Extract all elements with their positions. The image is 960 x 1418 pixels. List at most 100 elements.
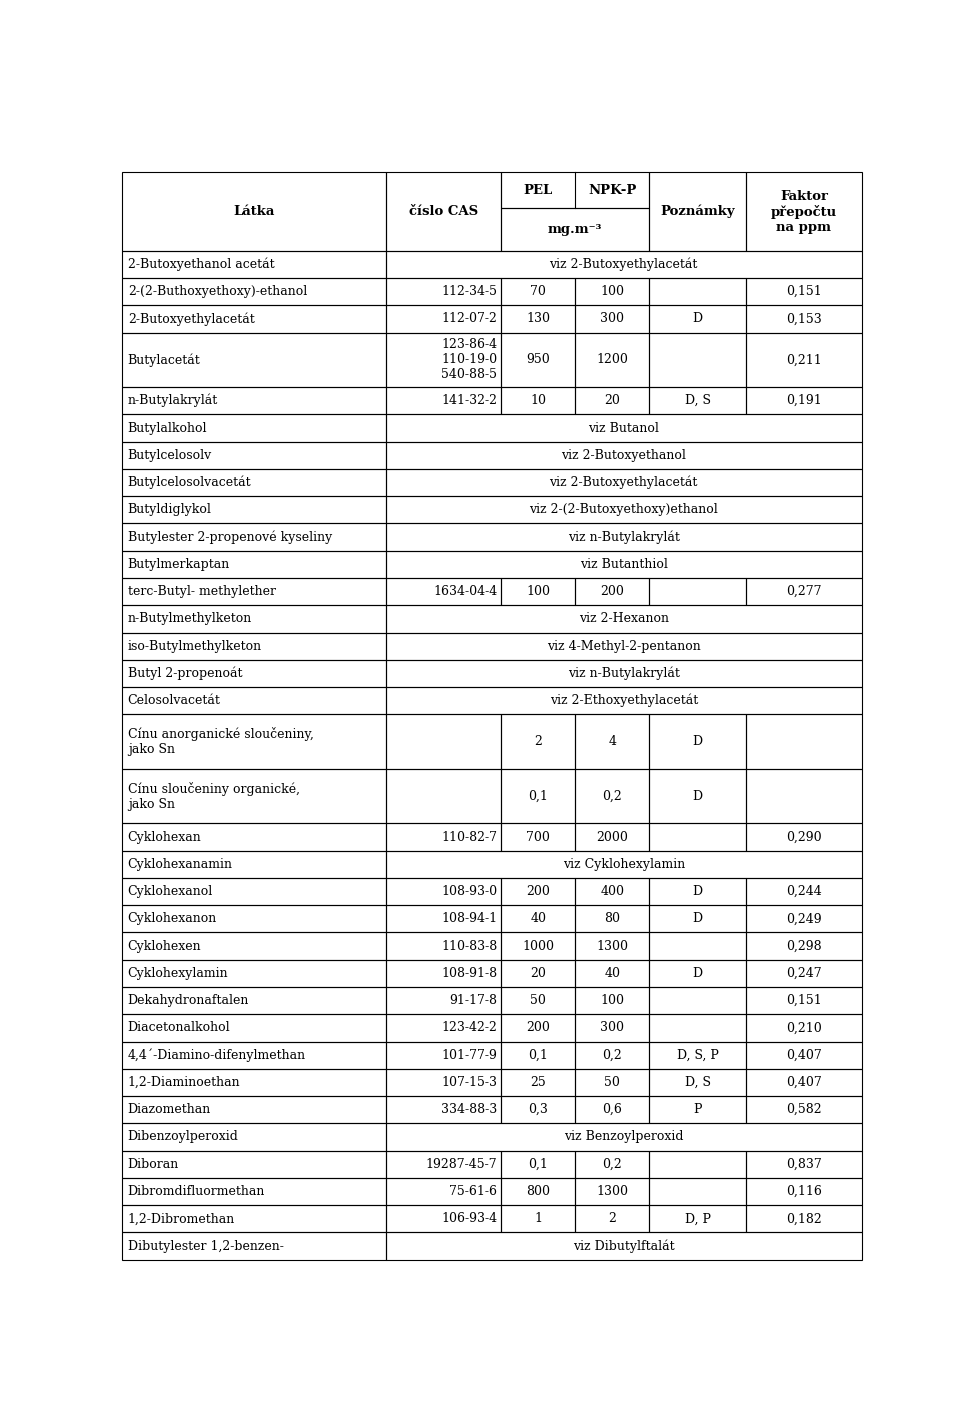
Bar: [746, 933, 862, 960]
Bar: [649, 1178, 746, 1205]
Text: terc-Butyl- methylether: terc-Butyl- methylether: [128, 586, 276, 598]
Text: 2000: 2000: [596, 831, 628, 844]
Text: 0,210: 0,210: [786, 1021, 822, 1034]
Bar: [501, 1069, 575, 1096]
Text: D, S: D, S: [684, 394, 710, 407]
Text: viz 2-Ethoxyethylacetát: viz 2-Ethoxyethylacetát: [549, 693, 698, 708]
Text: 300: 300: [600, 312, 624, 325]
Text: 91-17-8: 91-17-8: [449, 994, 497, 1007]
Bar: [122, 688, 386, 715]
Bar: [386, 278, 501, 305]
Bar: [575, 769, 649, 824]
Bar: [386, 769, 501, 824]
Text: 20: 20: [604, 394, 620, 407]
Text: 0,290: 0,290: [786, 831, 822, 844]
Bar: [386, 1205, 501, 1232]
Bar: [386, 550, 862, 579]
Bar: [649, 715, 746, 769]
Text: 0,407: 0,407: [786, 1076, 822, 1089]
Text: 70: 70: [530, 285, 546, 298]
Text: n-Butylakrylát: n-Butylakrylát: [128, 394, 218, 407]
Bar: [122, 550, 386, 579]
Bar: [501, 333, 575, 387]
Bar: [122, 469, 386, 496]
Text: 40: 40: [604, 967, 620, 980]
Bar: [649, 1096, 746, 1123]
Bar: [386, 960, 501, 987]
Text: 0,2: 0,2: [602, 1049, 622, 1062]
Bar: [649, 333, 746, 387]
Text: 950: 950: [526, 353, 550, 366]
Text: iso-Butylmethylketon: iso-Butylmethylketon: [128, 640, 262, 652]
Text: viz Benzoylperoxid: viz Benzoylperoxid: [564, 1130, 684, 1143]
Text: 25: 25: [530, 1076, 546, 1089]
Text: 1634-04-4: 1634-04-4: [433, 586, 497, 598]
Text: 0,3: 0,3: [528, 1103, 548, 1116]
Bar: [746, 1042, 862, 1069]
Text: Dibutylester 1,2-benzen-: Dibutylester 1,2-benzen-: [128, 1239, 283, 1252]
Bar: [386, 632, 862, 659]
Bar: [649, 1205, 746, 1232]
Bar: [122, 715, 386, 769]
Bar: [386, 414, 862, 441]
Bar: [501, 905, 575, 933]
Text: D, S, P: D, S, P: [677, 1049, 719, 1062]
Bar: [386, 173, 501, 251]
Bar: [501, 824, 575, 851]
Bar: [746, 1096, 862, 1123]
Text: 300: 300: [600, 1021, 624, 1034]
Bar: [386, 933, 501, 960]
Text: 0,151: 0,151: [786, 285, 822, 298]
Bar: [746, 987, 862, 1014]
Text: Butyl 2-propenоát: Butyl 2-propenоát: [128, 666, 242, 681]
Text: Cyklohexen: Cyklohexen: [128, 940, 202, 953]
Text: 2: 2: [609, 1212, 616, 1225]
Bar: [386, 878, 501, 905]
Text: Butylmerkaptan: Butylmerkaptan: [128, 557, 230, 571]
Text: 200: 200: [526, 1021, 550, 1034]
Text: viz n-Butylakrylát: viz n-Butylakrylát: [567, 666, 680, 681]
Bar: [122, 173, 386, 251]
Text: 10: 10: [530, 394, 546, 407]
Text: 0,2: 0,2: [602, 790, 622, 803]
Text: Cyklohexanol: Cyklohexanol: [128, 885, 213, 898]
Bar: [501, 1096, 575, 1123]
Bar: [122, 1205, 386, 1232]
Bar: [501, 1150, 575, 1178]
Text: 40: 40: [530, 912, 546, 926]
Bar: [575, 305, 649, 333]
Bar: [501, 1014, 575, 1042]
Bar: [575, 1150, 649, 1178]
Text: 0,2: 0,2: [602, 1157, 622, 1171]
Bar: [386, 605, 862, 632]
Text: 0,153: 0,153: [786, 312, 822, 325]
Bar: [122, 496, 386, 523]
Bar: [649, 933, 746, 960]
Bar: [746, 715, 862, 769]
Text: 0,191: 0,191: [786, 394, 822, 407]
Text: viz n-Butylakrylát: viz n-Butylakrylát: [567, 530, 680, 545]
Bar: [575, 1069, 649, 1096]
Bar: [746, 333, 862, 387]
Text: viz Butanthiol: viz Butanthiol: [580, 557, 667, 571]
Bar: [501, 769, 575, 824]
Bar: [386, 496, 862, 523]
Bar: [386, 987, 501, 1014]
Bar: [122, 278, 386, 305]
Text: 123-86-4
110-19-0
540-88-5: 123-86-4 110-19-0 540-88-5: [442, 339, 497, 381]
Bar: [746, 1014, 862, 1042]
Bar: [122, 1123, 386, 1150]
Bar: [575, 1178, 649, 1205]
Bar: [122, 1014, 386, 1042]
Bar: [386, 333, 501, 387]
Bar: [575, 933, 649, 960]
Bar: [575, 1096, 649, 1123]
Bar: [386, 1014, 501, 1042]
Text: D: D: [692, 312, 703, 325]
Bar: [575, 987, 649, 1014]
Text: 141-32-2: 141-32-2: [442, 394, 497, 407]
Text: 800: 800: [526, 1185, 550, 1198]
Bar: [501, 173, 649, 207]
Text: 108-94-1: 108-94-1: [442, 912, 497, 926]
Bar: [746, 769, 862, 824]
